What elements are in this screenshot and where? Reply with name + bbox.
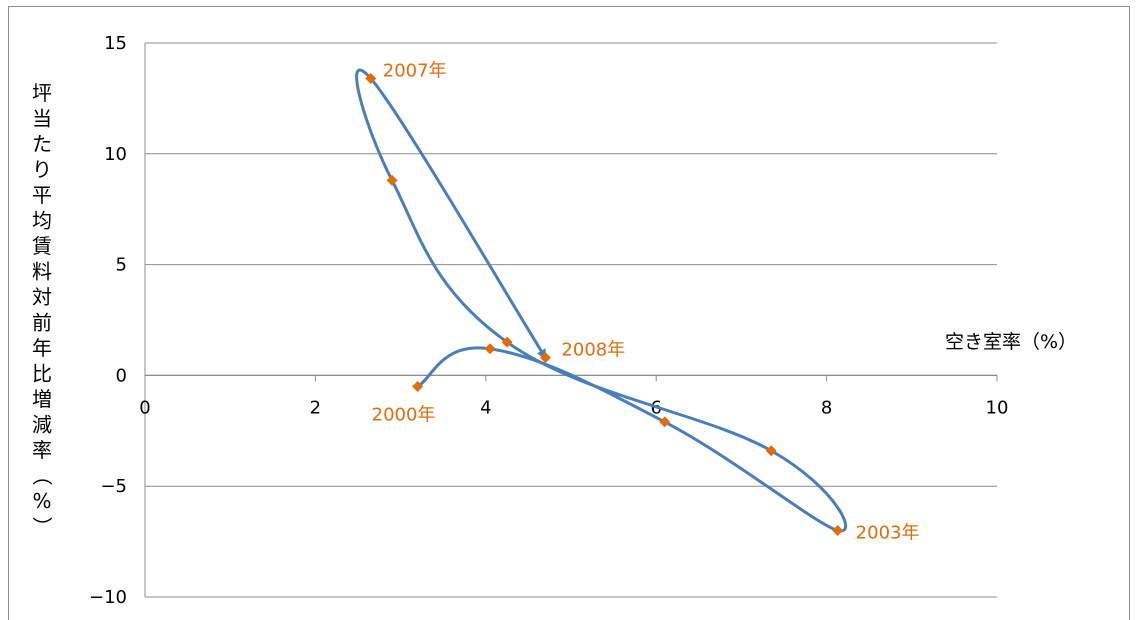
x-tick-label: 8 (821, 397, 832, 418)
y-axis-label-char: 料 (32, 260, 52, 284)
y-tick-label: 5 (116, 255, 127, 276)
y-axis-label-char: 年 (32, 336, 52, 360)
annotation-label: 2008年 (561, 340, 625, 361)
data-point (659, 416, 671, 428)
chart-frame (8, 6, 1130, 620)
y-axis-label-char: ） (30, 517, 54, 537)
annotation-label: 2007年 (383, 60, 447, 81)
data-point (484, 343, 496, 355)
data-point (501, 336, 513, 348)
annotation-label: 2000年 (372, 404, 436, 425)
y-axis-label-char: 坪 (32, 81, 52, 105)
y-axis-label-char: 当 (32, 107, 52, 131)
y-axis-label-char: 平 (32, 183, 52, 207)
x-tick-label: 0 (139, 397, 150, 418)
y-axis-label-char: % (32, 489, 51, 513)
y-tick-label: 15 (104, 33, 127, 54)
gridlines (145, 42, 997, 598)
data-point (539, 352, 551, 364)
x-axis-label: 空き室率（%） (945, 331, 1077, 353)
y-axis-label-char: り (32, 158, 52, 182)
y-tick-label: −10 (89, 587, 127, 608)
y-axis-label-char: 比 (32, 362, 52, 386)
y-tick-label: −5 (100, 476, 127, 497)
x-tick-label: 4 (480, 397, 491, 418)
axes (144, 43, 998, 597)
y-axis-label-char: （ (30, 466, 54, 486)
y-axis-label-char: 減 (32, 413, 52, 437)
data-point (412, 380, 424, 392)
series-line (355, 68, 848, 533)
data-point (365, 72, 377, 84)
y-axis-label-char: 均 (32, 209, 52, 233)
y-axis-label-char: 対 (32, 285, 52, 309)
y-axis-label-char: 率 (32, 438, 52, 462)
y-tick-labels: 15 10 5 0 −5 −10 (89, 33, 127, 608)
y-axis-label-char: 賃 (32, 234, 52, 258)
y-tick-label: 0 (116, 365, 127, 386)
x-tick-label: 2 (310, 397, 321, 418)
x-tick-labels: 0 2 4 6 8 10 (139, 397, 1008, 418)
annotations: 2000年 2003年 2007年 2008年 (372, 60, 920, 543)
data-point (832, 525, 844, 537)
data-point (765, 445, 777, 457)
y-axis-label-char: 前 (32, 311, 52, 335)
x-tick-label: 10 (986, 397, 1009, 418)
y-axis-label-char: 増 (32, 387, 52, 411)
data-points (365, 72, 844, 537)
y-axis-label-char: た (32, 132, 52, 156)
annotation-label: 2003年 (856, 523, 920, 544)
data-point (386, 174, 398, 186)
y-tick-label: 10 (104, 144, 127, 165)
